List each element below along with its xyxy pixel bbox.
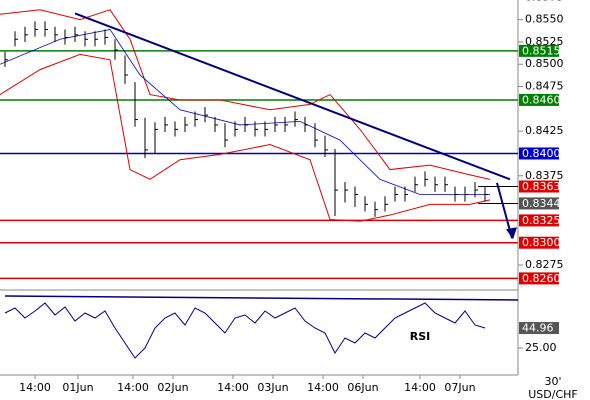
- band-upper: [0, 9, 491, 180]
- moving-average: [0, 29, 490, 195]
- rsi-last-label: 44.96: [522, 322, 554, 335]
- y-tick-label: 0.8475: [525, 80, 564, 93]
- level-label: 0.8300: [522, 236, 561, 249]
- level-label: 0.8344: [522, 197, 561, 210]
- trendline: [74, 12, 511, 181]
- level-label: 0.8260: [522, 272, 561, 285]
- x-tick-label: 14:00: [404, 381, 436, 394]
- y-tick-label: 0.8550: [525, 13, 564, 26]
- level-label: 0.8363: [522, 180, 561, 193]
- rsi-last-box: [519, 322, 559, 335]
- y-tick-label: 0.8525: [525, 35, 564, 48]
- y-tick-label: 0.8375: [525, 169, 564, 182]
- arrow-head: [506, 227, 517, 240]
- y-tick-label: 0.8275: [525, 258, 564, 271]
- y-tick-label: 25.00: [525, 341, 557, 354]
- rsi-line: [4, 302, 486, 359]
- level-label: 0.8400: [522, 147, 561, 160]
- rsi-title: RSI: [410, 330, 431, 343]
- y-tick-label: 0.8425: [525, 124, 564, 137]
- level-box: [519, 197, 559, 210]
- level-box: [519, 180, 559, 193]
- level-box: [519, 236, 559, 249]
- x-tick-label: 14:00: [307, 381, 339, 394]
- x-tick-label: 01Jun: [62, 381, 93, 394]
- y-tick-label: 0.8500: [525, 57, 564, 70]
- level-label: 0.8515: [522, 44, 561, 57]
- symbol: USD/CHF: [528, 388, 578, 400]
- y-tick-label: 0.8575: [525, 0, 564, 3]
- level-box: [519, 147, 559, 160]
- level-box: [519, 272, 559, 285]
- timeframe: 30': [544, 375, 561, 388]
- level-box: [519, 214, 559, 227]
- x-tick-label: 14:00: [117, 381, 149, 394]
- level-box: [519, 93, 559, 106]
- level-label: 0.8325: [522, 214, 561, 227]
- x-tick-label: 02Jun: [157, 381, 188, 394]
- band-lower: [0, 53, 491, 222]
- x-tick-label: 07Jun: [444, 381, 475, 394]
- x-tick-label: 14:00: [217, 381, 249, 394]
- x-tick-label: 14:00: [19, 381, 51, 394]
- x-tick-label: 03Jun: [257, 381, 288, 394]
- rsi-trendline: [4, 295, 519, 301]
- level-label: 0.8460: [522, 93, 561, 106]
- level-box: [519, 44, 559, 57]
- x-tick-label: 06Jun: [347, 381, 378, 394]
